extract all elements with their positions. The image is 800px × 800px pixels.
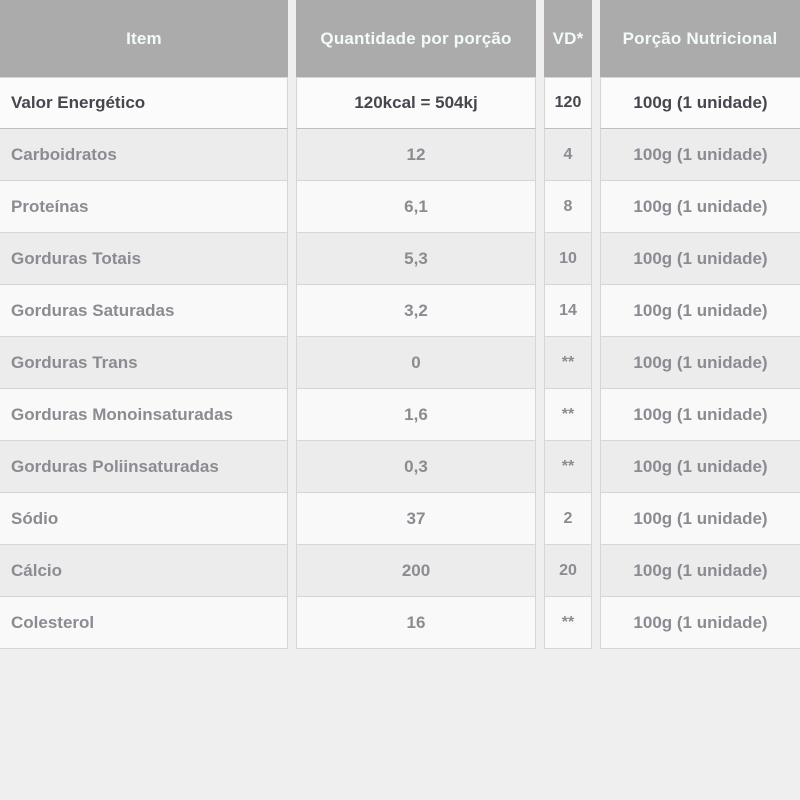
table-header-row: Item Quantidade por porção VD* Porção Nu… [0, 0, 800, 77]
cell-item: Cálcio [0, 545, 288, 597]
cell-portion: 100g (1 unidade) [600, 285, 800, 337]
cell-portion: 100g (1 unidade) [600, 181, 800, 233]
table-row: Valor Energético 120kcal = 504kj 120 100g (… [0, 77, 800, 129]
cell-item: Gorduras Totais [0, 233, 288, 285]
table-row: Carboidratos 12 4 100g (1 unidade) [0, 129, 800, 181]
table-row: Colesterol 16 ** 100g (1 unidade) [0, 597, 800, 649]
cell-portion: 100g (1 unidade) [600, 389, 800, 441]
table-body: Valor Energético 120kcal = 504kj 120 100g (… [0, 77, 800, 649]
table-row: Gorduras Trans 0 ** 100g (1 unidade) [0, 337, 800, 389]
table-row: Gorduras Poliinsaturadas 0,3 ** 100g (1 uni… [0, 441, 800, 493]
cell-quantity: 120kcal = 504kj [296, 77, 536, 129]
cell-quantity: 1,6 [296, 389, 536, 441]
column-header-item: Item [0, 0, 288, 77]
cell-quantity: 5,3 [296, 233, 536, 285]
cell-portion: 100g (1 unidade) [600, 441, 800, 493]
cell-vd: ** [544, 597, 592, 649]
cell-vd: 4 [544, 129, 592, 181]
nutrition-table: Item Quantidade por porção VD* Porção Nu… [0, 0, 800, 649]
table-row: Gorduras Monoinsaturadas 1,6 ** 100g (1 uni… [0, 389, 800, 441]
cell-quantity: 3,2 [296, 285, 536, 337]
cell-portion: 100g (1 unidade) [600, 545, 800, 597]
cell-portion: 100g (1 unidade) [600, 77, 800, 129]
cell-portion: 100g (1 unidade) [600, 597, 800, 649]
cell-item: Gorduras Saturadas [0, 285, 288, 337]
table-row: Gorduras Saturadas 3,2 14 100g (1 unidade) [0, 285, 800, 337]
cell-portion: 100g (1 unidade) [600, 129, 800, 181]
cell-quantity: 12 [296, 129, 536, 181]
table-row: Gorduras Totais 5,3 10 100g (1 unidade) [0, 233, 800, 285]
cell-quantity: 6,1 [296, 181, 536, 233]
cell-vd: 20 [544, 545, 592, 597]
cell-quantity: 37 [296, 493, 536, 545]
cell-vd: ** [544, 389, 592, 441]
cell-item: Gorduras Poliinsaturadas [0, 441, 288, 493]
table-row: Proteínas 6,1 8 100g (1 unidade) [0, 181, 800, 233]
cell-item: Gorduras Monoinsaturadas [0, 389, 288, 441]
table-row: Sódio 37 2 100g (1 unidade) [0, 493, 800, 545]
cell-item: Carboidratos [0, 129, 288, 181]
cell-vd: 2 [544, 493, 592, 545]
column-header-vd: VD* [544, 0, 592, 77]
column-header-quantity-per-portion: Quantidade por porção [296, 0, 536, 77]
cell-vd: 10 [544, 233, 592, 285]
column-header-nutritional-portion: Porção Nutricional [600, 0, 800, 77]
cell-quantity: 16 [296, 597, 536, 649]
cell-item: Colesterol [0, 597, 288, 649]
cell-item: Valor Energético [0, 77, 288, 129]
cell-vd: ** [544, 441, 592, 493]
cell-vd: 14 [544, 285, 592, 337]
table-row: Cálcio 200 20 100g (1 unidade) [0, 545, 800, 597]
cell-item: Sódio [0, 493, 288, 545]
cell-vd: 8 [544, 181, 592, 233]
cell-item: Gorduras Trans [0, 337, 288, 389]
cell-item: Proteínas [0, 181, 288, 233]
cell-portion: 100g (1 unidade) [600, 337, 800, 389]
cell-quantity: 200 [296, 545, 536, 597]
cell-vd: 120 [544, 77, 592, 129]
footer-empty-area [0, 649, 800, 800]
cell-quantity: 0 [296, 337, 536, 389]
cell-quantity: 0,3 [296, 441, 536, 493]
cell-portion: 100g (1 unidade) [600, 493, 800, 545]
cell-portion: 100g (1 unidade) [600, 233, 800, 285]
cell-vd: ** [544, 337, 592, 389]
